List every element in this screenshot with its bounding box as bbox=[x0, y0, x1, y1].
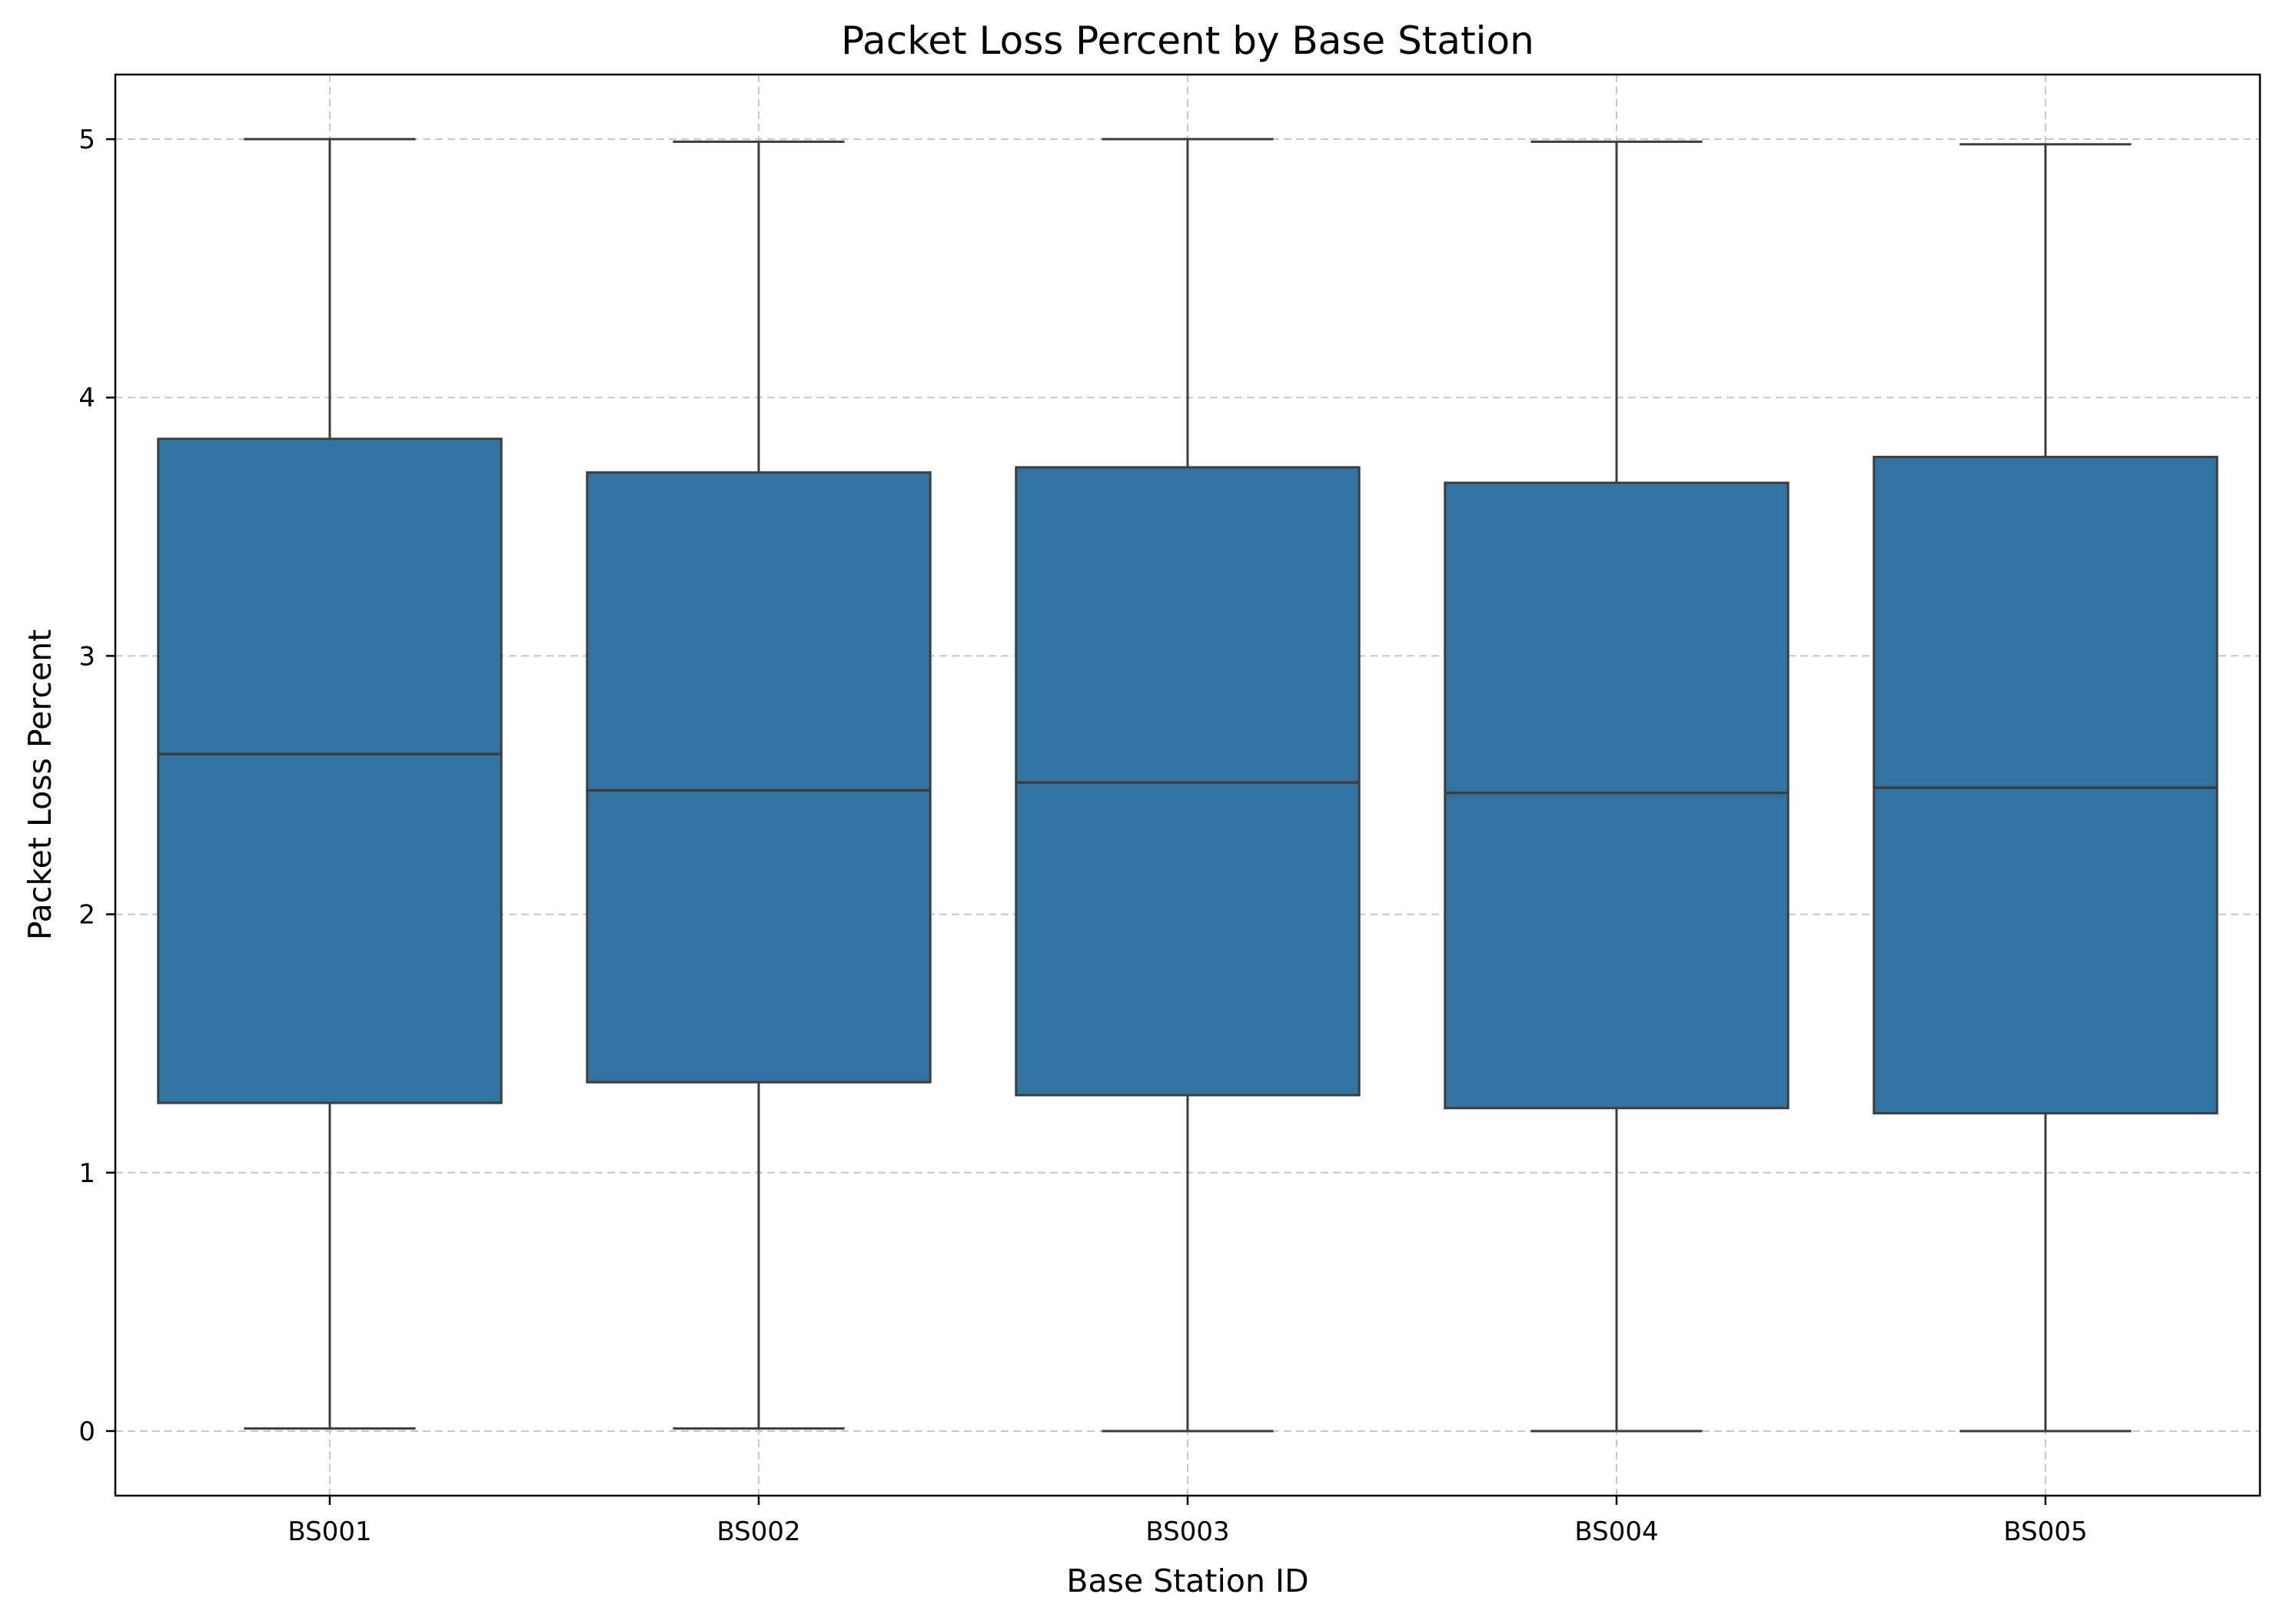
x-tick-label: BS004 bbox=[1574, 1516, 1658, 1547]
y-tick-label: 1 bbox=[78, 1158, 95, 1189]
x-tick-label: BS003 bbox=[1145, 1516, 1229, 1547]
y-tick-label: 5 bbox=[78, 125, 95, 155]
x-tick-label: BS001 bbox=[287, 1516, 371, 1547]
x-axis-label: Base Station ID bbox=[1066, 1563, 1308, 1599]
iqr-box bbox=[157, 437, 503, 1104]
x-tick-label: BS002 bbox=[716, 1516, 800, 1547]
x-tick-label: BS005 bbox=[2003, 1516, 2087, 1547]
box-group bbox=[1444, 140, 1790, 1433]
chart-title: Packet Loss Percent by Base Station bbox=[841, 18, 1534, 63]
box-group bbox=[1873, 143, 2218, 1433]
iqr-box bbox=[1873, 456, 2218, 1114]
box-group bbox=[157, 138, 503, 1430]
y-tick-label: 4 bbox=[78, 383, 95, 413]
y-axis-label: Packet Loss Percent bbox=[22, 629, 58, 940]
y-tick-label: 2 bbox=[78, 900, 95, 931]
iqr-box bbox=[1444, 481, 1790, 1110]
y-tick-label: 3 bbox=[78, 641, 95, 672]
y-axis-ticks: 0 1 2 3 4 5 bbox=[78, 125, 115, 1447]
boxes bbox=[157, 138, 2218, 1433]
x-axis-ticks: BS001 BS002 BS003 BS004 BS005 bbox=[287, 1496, 2088, 1547]
box-group bbox=[1015, 138, 1361, 1433]
iqr-box bbox=[586, 471, 932, 1084]
y-tick-label: 0 bbox=[78, 1416, 95, 1447]
box-group bbox=[586, 140, 932, 1430]
